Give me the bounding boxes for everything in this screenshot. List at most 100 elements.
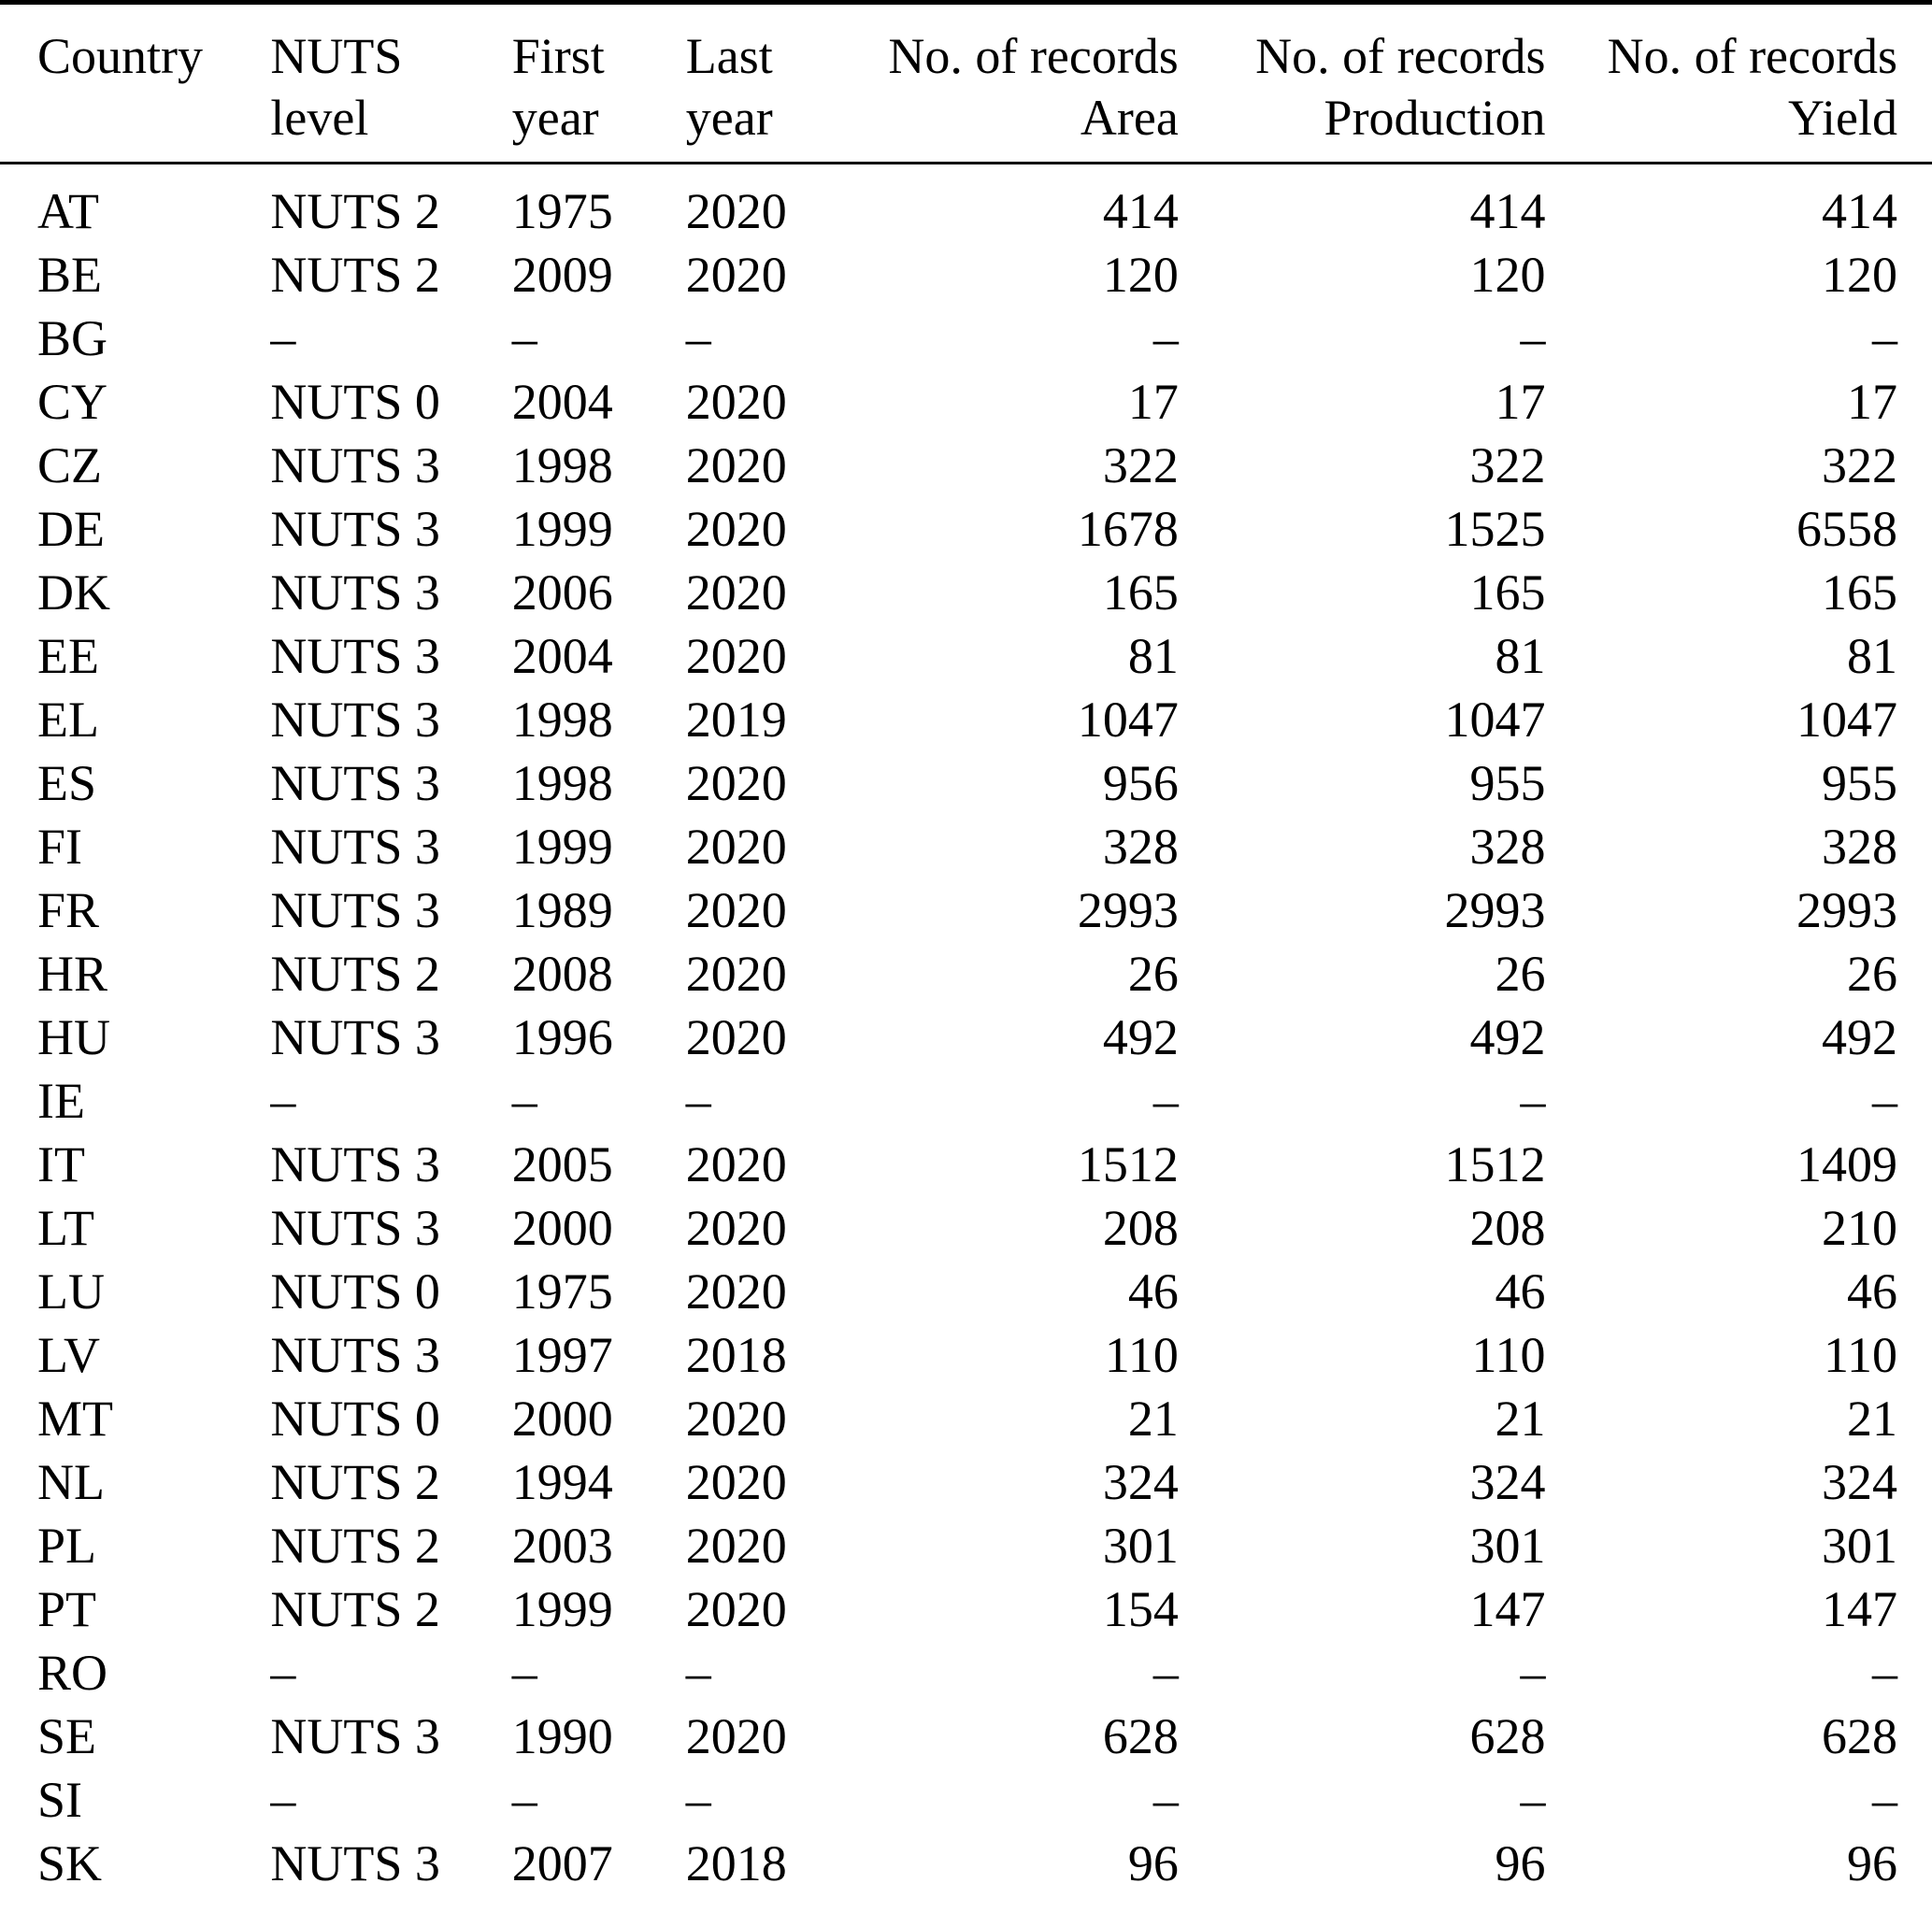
cell-records-production: 165: [1469, 564, 1546, 621]
cell-last-year: 2020: [685, 755, 787, 811]
cell-records-production: 328: [1469, 819, 1546, 875]
cell-records-area: 120: [1102, 247, 1179, 303]
cell-nuts-level: NUTS 3: [270, 437, 440, 493]
cell-country: ES: [37, 755, 97, 811]
cell-first-year: –: [511, 1645, 537, 1701]
table-row: IT NUTS 3 2005 2020 1512 1512 1409: [0, 1133, 1932, 1196]
cell-country: PL: [37, 1518, 97, 1574]
cell-records-yield: –: [1872, 1645, 1897, 1701]
cell-records-area: 628: [1102, 1708, 1179, 1764]
cell-last-year: 2020: [685, 1136, 787, 1192]
cell-records-production: 81: [1495, 628, 1546, 684]
cell-last-year: 2020: [685, 1454, 787, 1510]
col-header-first-year-line2: year: [511, 90, 599, 146]
cell-first-year: 2007: [511, 1832, 686, 1912]
cell-country: HU: [37, 1009, 110, 1065]
cell-nuts-level: NUTS 2: [270, 1518, 440, 1574]
cell-country: LT: [37, 1200, 95, 1256]
cell-last-year: 2020: [685, 1391, 787, 1447]
cell-country: EL: [37, 692, 99, 748]
col-header-records-yield-line2: Yield: [1788, 90, 1897, 146]
cell-last-year: 2020: [685, 1708, 787, 1764]
cell-country: AT: [37, 183, 99, 239]
cell-nuts-level: NUTS 3: [270, 501, 440, 557]
cell-country: IT: [37, 1136, 85, 1192]
cell-nuts-level: –: [270, 1073, 296, 1129]
col-header-first-year-line1: First: [511, 28, 605, 84]
cell-records-area: 956: [1102, 755, 1179, 811]
cell-country: MT: [37, 1391, 113, 1447]
cell-nuts-level: NUTS 2: [270, 1581, 440, 1637]
cell-country: BE: [37, 247, 103, 303]
table-row: SI – – – – – –: [0, 1768, 1932, 1832]
cell-last-year: 2020: [685, 1200, 787, 1256]
col-header-records-area-line1: No. of records: [888, 28, 1179, 84]
cell-records-yield: 26: [1847, 946, 1897, 1002]
cell-nuts-level: NUTS 0: [270, 1391, 440, 1447]
cell-records-yield: –: [1872, 1772, 1897, 1828]
col-header-nuts-level-line1: NUTS: [270, 28, 403, 84]
cell-records-yield: 2993: [1796, 882, 1897, 938]
cell-records-area: 21: [1127, 1391, 1179, 1447]
cell-last-year: 2018: [685, 1832, 860, 1912]
cell-country: LV: [37, 1327, 101, 1383]
cell-first-year: 1989: [511, 882, 613, 938]
cell-country: FR: [37, 882, 100, 938]
col-header-records-production-line1: No. of records: [1255, 28, 1546, 84]
col-header-last-year: Last year: [685, 2, 860, 164]
cell-first-year: 1994: [511, 1454, 613, 1510]
cell-records-production: 1525: [1444, 501, 1546, 557]
cell-last-year: 2018: [685, 1327, 787, 1383]
cell-records-area: 165: [1102, 564, 1179, 621]
cell-country: FI: [37, 819, 83, 875]
cell-records-area: 324: [1102, 1454, 1179, 1510]
cell-records-yield: 17: [1847, 374, 1897, 430]
cell-records-production: –: [1520, 1645, 1546, 1701]
table-row: LU NUTS 0 1975 2020 46 46 46: [0, 1260, 1932, 1323]
cell-records-yield: 1409: [1796, 1136, 1897, 1192]
cell-last-year: –: [685, 1645, 711, 1701]
cell-nuts-level: NUTS 3: [270, 1327, 440, 1383]
cell-nuts-level: NUTS 3: [270, 564, 440, 621]
cell-nuts-level: NUTS 3: [270, 755, 440, 811]
cell-nuts-level: NUTS 2: [270, 183, 440, 239]
cell-country: LU: [37, 1263, 105, 1320]
cell-last-year: 2020: [685, 501, 787, 557]
cell-nuts-level: NUTS 3: [270, 882, 440, 938]
cell-records-area: 328: [1102, 819, 1179, 875]
table-row: PT NUTS 2 1999 2020 154 147 147: [0, 1577, 1932, 1641]
cell-first-year: 1999: [511, 819, 613, 875]
cell-first-year: 1975: [511, 1263, 613, 1320]
col-header-last-year-line1: Last: [685, 28, 773, 84]
cell-last-year: –: [685, 1073, 711, 1129]
table-row: AT NUTS 2 1975 2020 414 414 414: [0, 164, 1932, 244]
header-row: Country NUTS level First year Last year …: [0, 2, 1932, 164]
cell-records-area: 110: [1104, 1327, 1179, 1383]
cell-first-year: 2009: [511, 247, 613, 303]
table-row: RO – – – – – –: [0, 1641, 1932, 1705]
cell-first-year: 1998: [511, 437, 613, 493]
cell-records-production: 301: [1469, 1518, 1546, 1574]
cell-records-area: 17: [1127, 374, 1179, 430]
cell-records-yield: 301: [1822, 1518, 1897, 1574]
cell-nuts-level: NUTS 2: [270, 247, 440, 303]
cell-last-year: 2020: [685, 1009, 787, 1065]
cell-nuts-level: NUTS 3: [270, 1136, 440, 1192]
col-header-records-area-line2: Area: [1080, 90, 1179, 146]
table-row: LT NUTS 3 2000 2020 208 208 210: [0, 1196, 1932, 1260]
table-row: ES NUTS 3 1998 2020 956 955 955: [0, 751, 1932, 815]
table-row: CY NUTS 0 2004 2020 17 17 17: [0, 370, 1932, 434]
table-row: HU NUTS 3 1996 2020 492 492 492: [0, 1006, 1932, 1069]
cell-records-area: 154: [1102, 1581, 1179, 1637]
cell-records-yield: 322: [1822, 437, 1897, 493]
cell-nuts-level: NUTS 0: [270, 374, 440, 430]
table-body: AT NUTS 2 1975 2020 414 414 414 BE NUTS 2 2009 202…: [0, 164, 1932, 1912]
cell-records-production: 17: [1495, 374, 1546, 430]
cell-first-year: 1990: [511, 1708, 613, 1764]
cell-records-area: 208: [1102, 1200, 1179, 1256]
cell-nuts-level: NUTS 3: [270, 1708, 440, 1764]
cell-records-area: 81: [1127, 628, 1179, 684]
cell-records-area: 26: [1127, 946, 1179, 1002]
